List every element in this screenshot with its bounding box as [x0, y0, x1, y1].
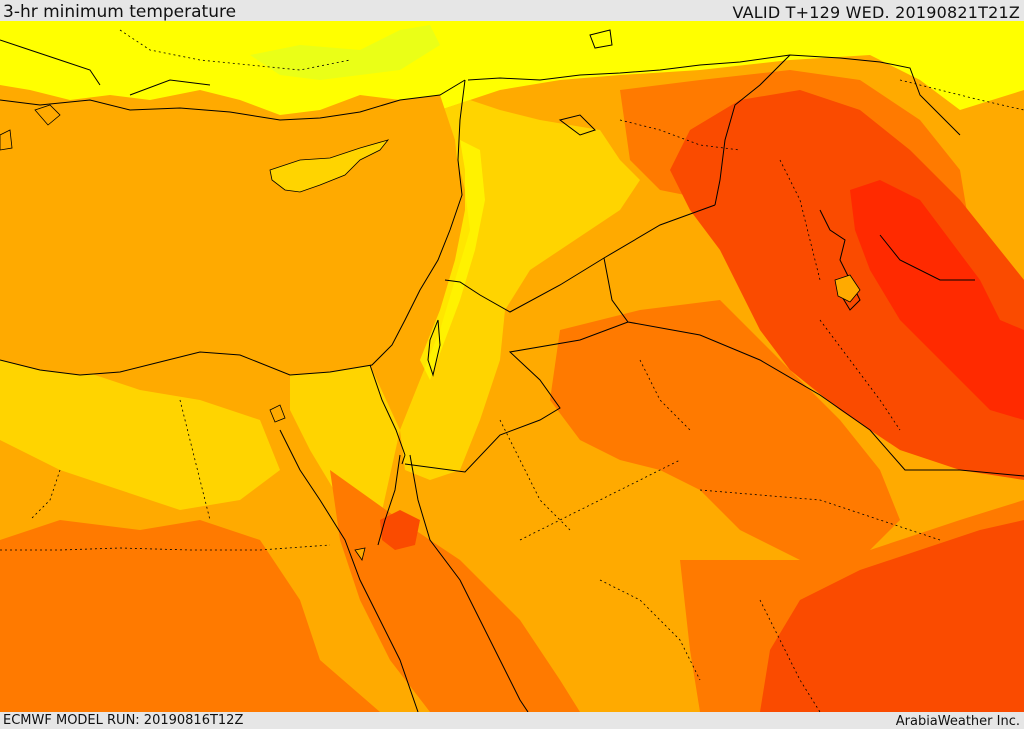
- country-borders: [369, 54, 1024, 477]
- zone-south-hot: [0, 520, 380, 712]
- zone-north-cooler: [250, 25, 440, 80]
- zone-levant-cool: [420, 140, 485, 380]
- footer-bar: ECMWF MODEL RUN: 20190816T12Z ArabiaWeat…: [0, 712, 1024, 729]
- zone-levant-mild: [400, 100, 640, 480]
- header-bar: 3-hr minimum temperature VALID T+129 WED…: [0, 0, 1024, 21]
- mediterranean-sea: [0, 95, 460, 375]
- admin-boundaries: [0, 29, 1024, 712]
- zone-sinai-mild: [290, 365, 400, 520]
- zone-hottest-core: [850, 180, 1024, 420]
- valid-time: VALID T+129 WED. 20190821T21Z: [732, 3, 1020, 22]
- map-title: 3-hr minimum temperature: [3, 2, 237, 22]
- credit-label: ArabiaWeather Inc.: [895, 714, 1020, 729]
- model-run-label: ECMWF MODEL RUN: 20190816T12Z: [3, 713, 244, 728]
- zone-arabia-hot: [550, 300, 900, 560]
- cyprus: [269, 139, 390, 193]
- zone-north-cool: [0, 21, 1024, 115]
- coastlines: [0, 29, 975, 712]
- map-canvas: [0, 21, 1024, 712]
- temperature-map: [0, 21, 1024, 712]
- zone-egypt-mild: [0, 360, 280, 510]
- zone-gulf-very-hot: [760, 520, 1024, 712]
- zone-aqaba-hot-spot: [380, 510, 420, 550]
- islands: [0, 104, 861, 561]
